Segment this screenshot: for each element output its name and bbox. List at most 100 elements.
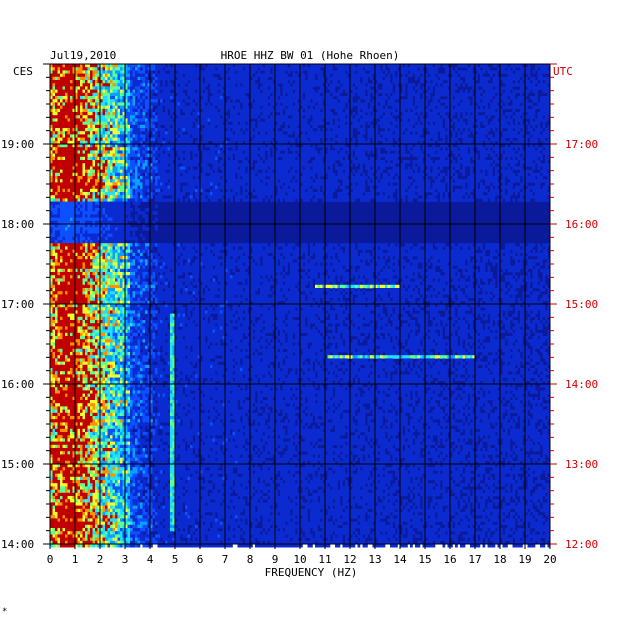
heat-cell: [340, 118, 343, 122]
heat-cell: [342, 128, 346, 132]
heat-cell: [442, 153, 446, 158]
heat-cell: [542, 121, 546, 126]
heat-cell: [130, 153, 133, 158]
heat-cell: [252, 108, 256, 113]
heat-cell: [307, 73, 311, 78]
heat-cell: [272, 160, 276, 164]
heat-cell: [127, 153, 131, 158]
heat-cell: [435, 134, 438, 138]
heat-cell: [152, 128, 156, 132]
heat-cell: [257, 89, 261, 94]
heat-cell: [295, 105, 298, 110]
heat-cell: [300, 86, 303, 90]
heat-cell: [185, 128, 188, 132]
heat-cell: [55, 134, 58, 138]
heat-cell: [75, 89, 78, 94]
heat-cell: [187, 121, 191, 126]
heat-cell: [382, 137, 386, 142]
heat-cell: [235, 128, 238, 132]
heat-cell: [162, 96, 166, 100]
heat-cell: [105, 115, 108, 119]
heat-cell: [262, 131, 266, 135]
heat-cell: [385, 121, 388, 126]
heat-cell: [455, 147, 458, 151]
heat-cell: [107, 86, 111, 90]
heat-cell: [180, 131, 183, 135]
heat-cell: [447, 67, 451, 71]
heat-cell: [492, 147, 496, 151]
heat-cell: [525, 150, 528, 154]
heat-cell: [545, 64, 548, 68]
heat-cell: [382, 124, 386, 129]
heat-cell: [452, 76, 456, 81]
heat-cell: [412, 92, 416, 97]
heat-cell: [257, 140, 261, 145]
heat-cell: [215, 80, 218, 84]
heat-cell: [175, 140, 178, 145]
heat-cell: [292, 99, 296, 103]
heat-cell: [190, 131, 193, 135]
heat-cell: [267, 108, 271, 113]
heat-cell: [325, 124, 328, 129]
heat-cell: [245, 108, 248, 113]
heat-cell: [72, 92, 76, 97]
heat-cell: [475, 64, 478, 68]
heat-cell: [450, 99, 453, 103]
heat-cell: [300, 80, 303, 84]
heat-cell: [367, 108, 371, 113]
heat-cell: [402, 105, 406, 110]
heat-cell: [72, 108, 76, 113]
heat-cell: [385, 131, 388, 135]
heat-cell: [107, 160, 111, 164]
heat-cell: [85, 108, 88, 113]
heat-cell: [442, 140, 446, 145]
heat-cell: [272, 118, 276, 122]
heat-cell: [112, 140, 116, 145]
heat-cell: [470, 124, 473, 129]
heat-cell: [450, 128, 453, 132]
heat-cell: [497, 108, 501, 113]
heat-cell: [255, 86, 258, 90]
heat-cell: [507, 76, 511, 81]
heat-cell: [332, 131, 336, 135]
heat-cell: [152, 153, 156, 158]
heat-cell: [197, 128, 201, 132]
heat-cell: [360, 64, 363, 68]
heat-cell: [332, 70, 336, 74]
heat-cell: [72, 124, 76, 129]
heat-cell: [470, 92, 473, 97]
heat-cell: [167, 73, 171, 78]
heat-cell: [342, 80, 346, 84]
heat-cell: [272, 89, 276, 94]
heat-cell: [417, 131, 421, 135]
heat-cell: [340, 128, 343, 132]
heat-cell: [220, 160, 223, 164]
heat-cell: [340, 144, 343, 148]
heat-cell: [105, 105, 108, 110]
heat-cell: [142, 80, 146, 84]
heat-cell: [132, 112, 136, 116]
heat-cell: [335, 150, 338, 154]
heat-cell: [362, 89, 366, 94]
heat-cell: [82, 64, 86, 68]
heat-cell: [135, 86, 138, 90]
heat-cell: [320, 102, 323, 106]
heat-cell: [172, 64, 176, 68]
heat-cell: [300, 115, 303, 119]
heat-cell: [442, 156, 446, 161]
heat-cell: [487, 83, 491, 87]
heat-cell: [375, 67, 378, 71]
heat-cell: [445, 102, 448, 106]
heat-cell: [417, 64, 421, 68]
heat-cell: [470, 150, 473, 154]
heat-cell: [307, 156, 311, 161]
heat-cell: [547, 105, 551, 110]
heat-cell: [305, 112, 308, 116]
heat-cell: [485, 131, 488, 135]
heat-cell: [252, 150, 256, 154]
heat-cell: [542, 67, 546, 71]
heat-cell: [312, 102, 316, 106]
heat-cell: [470, 118, 473, 122]
heat-cell: [92, 153, 96, 158]
heat-cell: [527, 83, 531, 87]
